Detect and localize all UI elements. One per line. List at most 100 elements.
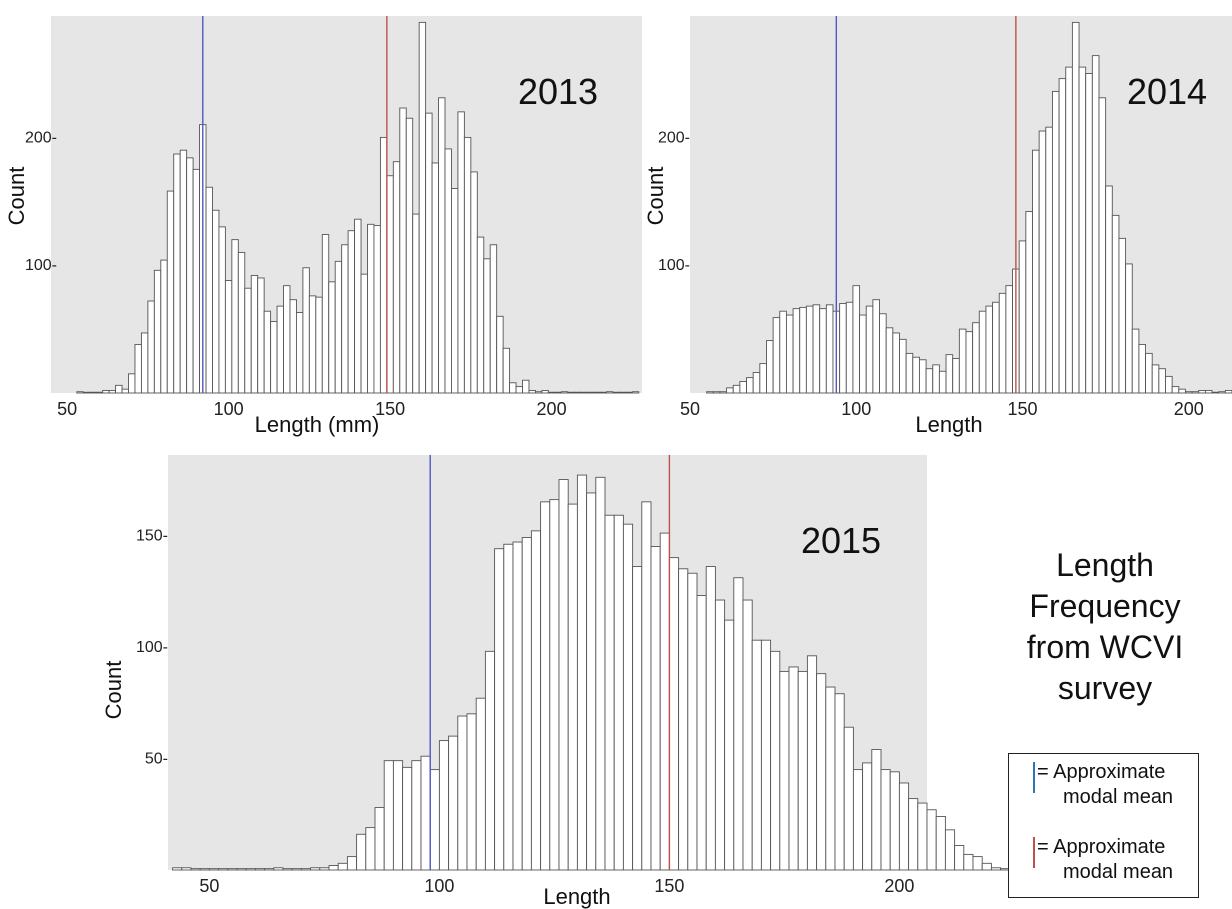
- x-tick-label: 150: [375, 399, 405, 419]
- histogram-bar: [972, 322, 980, 394]
- x-tick-label: 50: [57, 399, 77, 419]
- histogram-bar: [604, 514, 615, 871]
- histogram-bar: [522, 379, 530, 394]
- x-axis-label: Length: [543, 884, 610, 909]
- histogram-bar: [567, 391, 575, 394]
- histogram-bar: [806, 655, 818, 871]
- histogram-bar: [1151, 364, 1160, 394]
- histogram-bar: [990, 867, 1002, 871]
- histogram-bar: [945, 354, 954, 394]
- histogram-bar: [1118, 237, 1127, 394]
- histogram-bar: [448, 735, 459, 871]
- legend-swatch-blue: [1033, 762, 1035, 793]
- histogram-bar: [512, 541, 523, 871]
- histogram-bar: [843, 726, 854, 871]
- histogram-bar: [190, 868, 201, 871]
- histogram-bar: [1065, 66, 1073, 394]
- histogram-bar: [599, 391, 607, 394]
- histogram-bar: [503, 543, 514, 871]
- legend-entry-blue: = Approximate modal mean: [1009, 754, 1198, 824]
- x-tick-label: 50: [199, 876, 219, 896]
- histogram-bar: [321, 234, 330, 394]
- y-tick-label: 200-: [658, 129, 690, 146]
- histogram-bar: [733, 577, 744, 871]
- histogram-bar: [438, 740, 450, 871]
- histogram-bar: [898, 782, 910, 871]
- histogram-bar: [212, 209, 220, 394]
- panel-year-label: 2014: [1127, 71, 1207, 112]
- x-tick-label: 100: [841, 399, 871, 419]
- histogram-bar: [558, 479, 569, 871]
- histogram-bar: [593, 391, 601, 394]
- histogram-bar: [160, 259, 168, 394]
- histogram-bar: [926, 809, 937, 871]
- x-tick-label: 150: [654, 876, 684, 896]
- histogram-bar: [530, 530, 542, 871]
- x-axis-label: Length (mm): [255, 412, 380, 437]
- histogram-bar: [998, 292, 1007, 394]
- histogram-bar: [257, 277, 265, 394]
- histogram-bar: [1038, 130, 1047, 394]
- histogram-bar: [315, 296, 323, 394]
- histogram-bar: [1138, 343, 1147, 394]
- histogram-bar: [153, 269, 162, 394]
- histogram-bar: [237, 251, 246, 394]
- histogram-bar: [965, 331, 974, 394]
- histogram-bar: [880, 769, 891, 871]
- histogram-bar: [586, 391, 595, 394]
- histogram-bar: [147, 300, 155, 394]
- histogram-bar: [845, 301, 854, 394]
- histogram-bar: [1071, 21, 1080, 394]
- y-axis-label: Count: [101, 661, 126, 720]
- histogram-bar: [451, 188, 459, 394]
- histogram-bar: [805, 305, 814, 394]
- histogram-bar: [746, 377, 754, 394]
- histogram-bar: [402, 766, 413, 871]
- histogram-bar: [1131, 328, 1140, 394]
- histogram-bar: [1171, 386, 1180, 394]
- histogram-bar: [412, 213, 420, 394]
- histogram-bar: [859, 314, 867, 394]
- histogram-bar: [825, 686, 836, 871]
- histogram-bar: [788, 666, 799, 871]
- histogram-bar: [751, 639, 762, 871]
- histogram-bar: [319, 867, 330, 871]
- histogram-bar: [521, 537, 532, 871]
- histogram-bar: [862, 762, 873, 871]
- histogram-bar: [714, 599, 726, 871]
- histogram-bar: [431, 162, 439, 394]
- histogram-bar: [1098, 97, 1107, 394]
- histogram-bar: [173, 153, 181, 394]
- histogram-bar: [595, 476, 606, 871]
- histogram-bar: [374, 807, 385, 871]
- histogram-bar: [1045, 126, 1053, 394]
- histogram-bar: [889, 771, 900, 871]
- histogram-bar: [466, 713, 477, 871]
- histogram-bar: [134, 343, 142, 394]
- histogram-bar: [1018, 240, 1027, 394]
- x-tick-label: 50: [680, 399, 700, 419]
- histogram-bar: [885, 327, 894, 394]
- histogram-bar: [310, 867, 321, 871]
- title-line-3: from WCVI: [1026, 629, 1184, 665]
- histogram-bar: [760, 639, 772, 871]
- histogram-bar: [1204, 389, 1213, 394]
- histogram-bar: [613, 514, 624, 871]
- histogram-bar: [816, 673, 827, 871]
- histogram-bar: [871, 749, 882, 871]
- histogram-bar: [475, 697, 486, 871]
- histogram-bar: [632, 566, 643, 871]
- histogram-bar: [496, 315, 504, 394]
- histogram-bar: [985, 305, 994, 394]
- histogram-bar: [1078, 66, 1087, 394]
- histogram-bar: [341, 244, 349, 394]
- histogram-bar: [276, 305, 284, 394]
- x-axis-label: Length: [915, 412, 982, 437]
- histogram-bar: [489, 244, 498, 394]
- histogram-bar: [254, 868, 266, 871]
- histogram-bar: [121, 388, 129, 394]
- histogram-bar: [908, 798, 919, 871]
- histogram-bar: [659, 532, 670, 871]
- histogram-bar: [89, 391, 97, 394]
- histogram-bar: [224, 280, 233, 394]
